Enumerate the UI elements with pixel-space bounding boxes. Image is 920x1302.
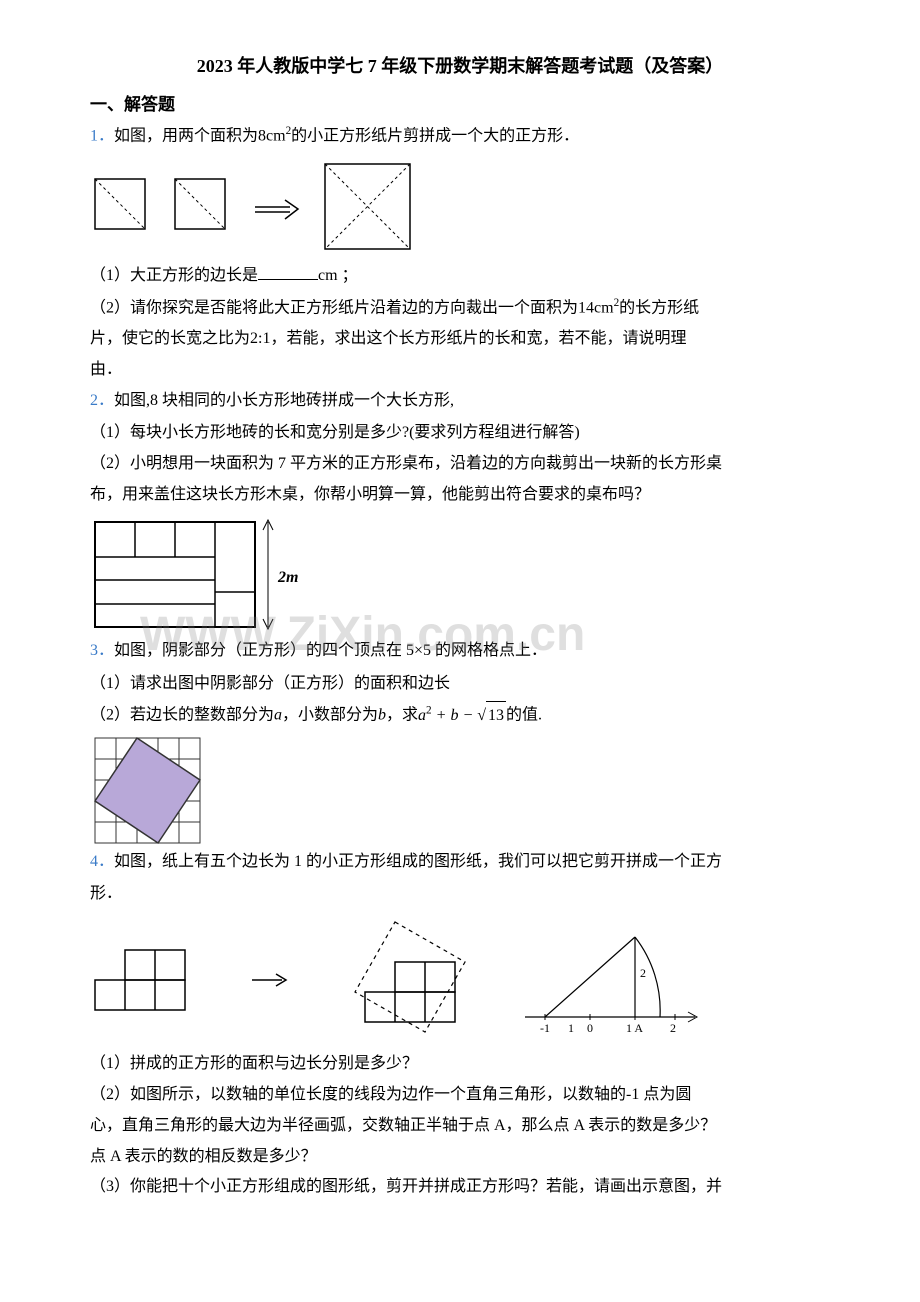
q4-number: 4． [90,853,114,870]
q3-expr: a2 + b − [418,707,477,724]
q4-sub2-b: 心，直角三角形的最大边为半径画弧，交数轴正半轴于点 A，那么点 A 表示的数是多… [90,1112,830,1141]
q4-sub2-c: 点 A 表示的数的相反数是多少？ [90,1143,830,1172]
q4-sub2-a: （2）如图所示，以数轴的单位长度的线段为边作一个直角三角形，以数轴的-1 点为圆 [90,1081,830,1110]
q3-var-a: a [274,707,282,724]
q1-big-square [320,159,415,254]
q3-sub2-d: 的值. [506,707,542,724]
q2-sub2-a: （2）小明想用一块面积为 7 平方米的正方形桌布，沿着边的方向裁剪出一块新的长方… [90,450,830,479]
q1-sub2-d: ，若能，求出这个长方形纸片的长和宽，若不能，请说明理 [270,330,686,347]
q1-small-square-1 [90,169,150,244]
q1-sub1-b: cm ； [318,267,358,284]
q3-sub2-c: ，求 [386,707,418,724]
q4-arrow [250,970,290,990]
q1-blank [258,264,318,280]
svg-text:0: 0 [587,1021,593,1035]
svg-text:-1: -1 [540,1021,550,1035]
q1-text-b: 的小正方形纸片剪拼成一个大的正方形． [291,127,579,144]
page-title: 2023 年人教版中学七 7 年级下册数学期末解答题考试题（及答案） [90,50,830,82]
question-4: 4．如图，纸上有五个边长为 1 的小正方形组成的图形纸，我们可以把它剪开拼成一个… [90,848,830,877]
q4-text-a: 如图，纸上有五个边长为 1 的小正方形组成的图形纸，我们可以把它剪开拼成一个正方 [114,853,722,870]
q3-text: 如图，阴影部分（正方形）的四个顶点在 5×5 的网格格点上． [114,642,547,659]
q1-sub2-line3: 由． [90,356,830,385]
q1-arrow [250,192,300,222]
q3-sqrt: 13 [477,701,506,731]
svg-text:2: 2 [640,966,646,980]
q1-sub2-a: （2）请你探究是否能将此大正方形纸片沿着边的方向裁出一个面积为 [90,299,578,316]
q1-small-square-2 [170,169,230,244]
q4-text-b: 形． [90,880,830,909]
section-header: 一、解答题 [90,90,830,121]
q2-sub1: （1）每块小长方形地砖的长和宽分别是多少?(要求列方程组进行解答) [90,419,830,448]
question-1: 1．如图，用两个面积为8cm2的小正方形纸片剪拼成一个大的正方形． [90,121,830,151]
q1-sub2-line1: （2）请你探究是否能将此大正方形纸片沿着边的方向裁出一个面积为14cm2的长方形… [90,293,830,323]
q3-number: 3． [90,642,114,659]
q1-area: 8cm [258,127,286,144]
q1-sub2-ratio: 2:1 [250,330,270,347]
q3-sub2-a: （2）若边长的整数部分为 [90,707,274,724]
q2-text: 如图,8 块相同的小长方形地砖拼成一个大长方形, [114,392,454,409]
q2-number: 2． [90,392,114,409]
q2-figure: 2m [90,512,300,637]
q1-sub2-line2: 片，使它的长宽之比为2:1，若能，求出这个长方形纸片的长和宽，若不能，请说明理 [90,325,830,354]
q1-sub2-c: 片，使它的长宽之比为 [90,330,250,347]
q4-fig-mid [340,917,470,1042]
question-3: 3．如图，阴影部分（正方形）的四个顶点在 5×5 的网格格点上． [90,637,830,666]
q2-figure-container: 2m WWW.ZiXin.com.cn [90,512,830,637]
q1-text-a: 如图，用两个面积为 [114,127,258,144]
q1-figure [90,159,830,254]
q3-sub1: （1）请求出图中阴影部分（正方形）的面积和边长 [90,670,830,699]
q4-sub3: （3）你能把十个小正方形组成的图形纸，剪开并拼成正方形吗？若能，请画出示意图，并 [90,1173,830,1202]
svg-text:2m: 2m [277,569,298,586]
q4-sub1: （1）拼成的正方形的面积与边长分别是多少？ [90,1050,830,1079]
q4-fig-right: -1 1 0 1 A 2 2 [520,917,700,1042]
q3-sub2-b: ，小数部分为 [282,707,378,724]
q3-figure [90,733,205,848]
q4-figures: -1 1 0 1 A 2 2 [90,917,830,1042]
q1-sub1-a: （1）大正方形的边长是 [90,267,258,284]
q1-sub2-area: 14cm [578,299,614,316]
q3-var-b: b [378,707,386,724]
q1-number: 1． [90,127,114,144]
q3-sub2: （2）若边长的整数部分为a，小数部分为b，求a2 + b − 13的值. [90,700,830,730]
svg-text:1 A: 1 A [626,1021,643,1035]
svg-text:2: 2 [670,1021,676,1035]
q2-sub2-b: 布，用来盖住这块长方形木桌，你帮小明算一算，他能剪出符合要求的桌布吗？ [90,481,830,510]
q1-sub2-b: 的长方形纸 [619,299,699,316]
q4-fig-left [90,940,200,1020]
svg-text:1: 1 [568,1021,574,1035]
q1-sub1: （1）大正方形的边长是 cm ； [90,262,830,291]
question-2: 2．如图,8 块相同的小长方形地砖拼成一个大长方形, [90,387,830,416]
